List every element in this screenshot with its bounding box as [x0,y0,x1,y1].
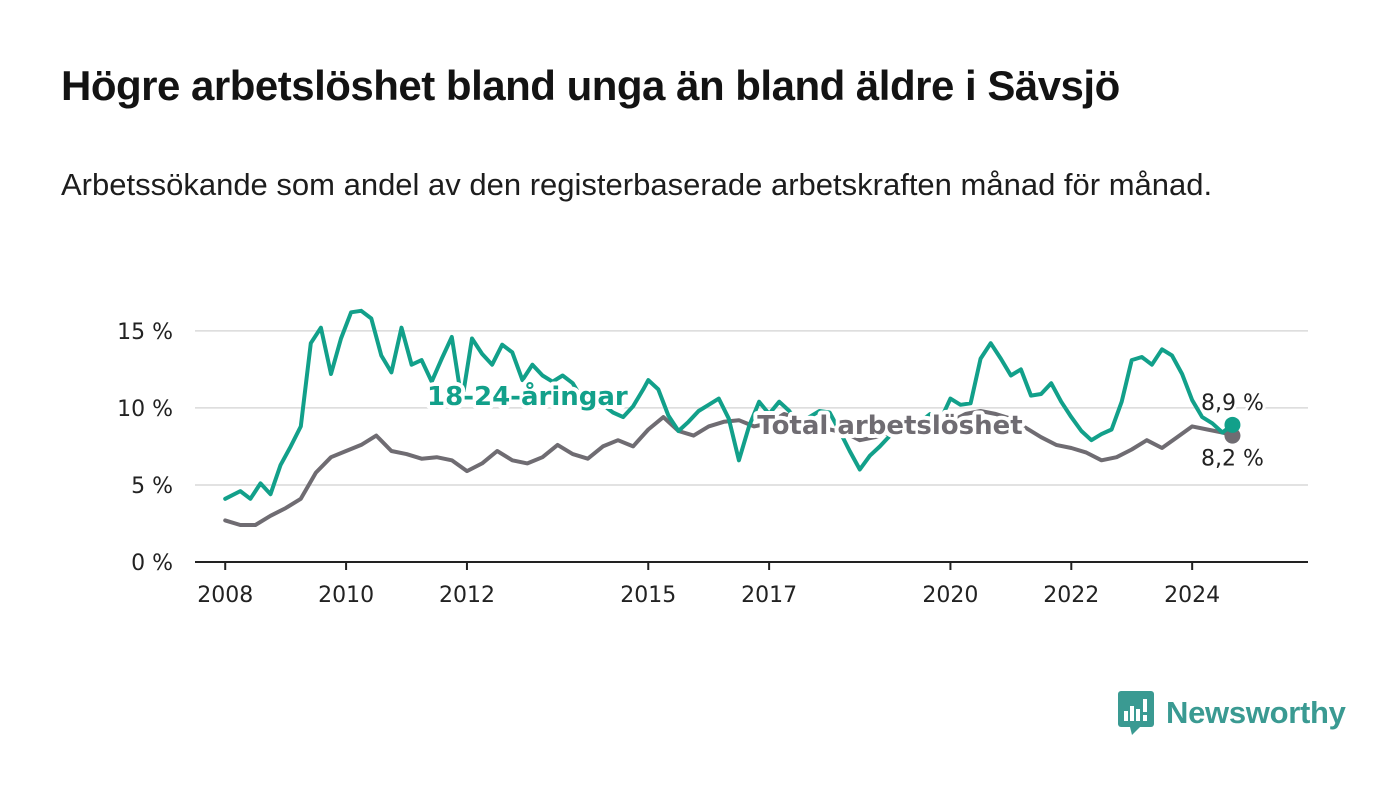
series-endpoint [1224,416,1241,433]
y-tick-label: 0 % [131,551,173,576]
series-end-value-label: 8,9 % [1201,391,1264,416]
x-tick-label: 2010 [318,583,374,608]
x-tick-label: 2008 [197,583,253,608]
x-tick-label: 2024 [1164,583,1220,608]
x-axis-ticks: 2008 2010 2012 2015 2017 2020 2022 2024 [195,561,1308,608]
y-tick-label: 5 % [131,474,173,499]
series-line [223,308,1235,501]
grid-lines [195,330,1308,486]
series-end-value-label: 8,2 % [1201,447,1264,472]
line-chart: 0 %5 %10 %15 % 2008 2010 2012 2015 2017 2020 2… [117,308,1308,608]
chart-title: Högre arbetslöshet bland unga än bland ä… [61,62,1120,109]
y-axis-ticks: 0 % 5 % 10 % 15 % [117,320,173,576]
y-tick-label: 10 % [117,397,173,422]
y-tick-label: 15 % [117,320,173,345]
newsworthy-logo-icon [1118,691,1154,735]
x-tick-label: 2017 [741,583,797,608]
x-tick-label: 2020 [922,583,978,608]
x-tick-label: 2012 [439,583,495,608]
series-labels: 18-24-åringar 8,9 % Total arbetslöshet 8,2 … [423,376,1267,475]
series-name-label: 18-24-åringar [427,380,628,412]
chart-subtitle: Arbetssökande som andel av den registerb… [61,167,1213,202]
series-lines [223,308,1241,527]
x-tick-label: 2015 [620,583,676,608]
x-tick-label: 2022 [1043,583,1099,608]
brand-logo: Newsworthy [1118,690,1346,736]
series-name-label: Total arbetslöshet [757,411,1022,441]
brand-name: Newsworthy [1166,695,1346,730]
